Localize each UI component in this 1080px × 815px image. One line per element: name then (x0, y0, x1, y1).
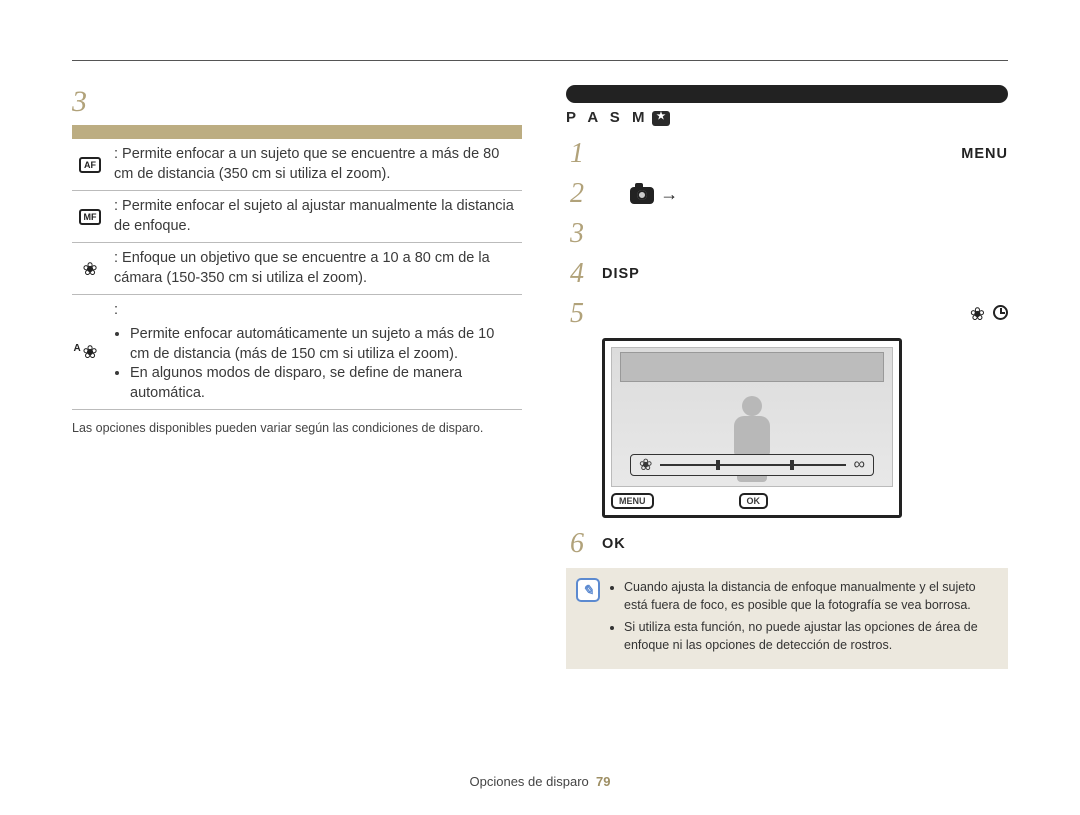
bullet: Permite enfocar automáticamente un sujet… (130, 325, 516, 364)
row-text-pre: : (114, 302, 118, 318)
table-row: MF : Permite enfocar el sujeto al ajusta… (72, 191, 522, 243)
columns: 3 AF : Permite enfocar a un sujeto que s… (72, 85, 1008, 669)
bullet: En algunos modos de disparo, se define d… (130, 364, 516, 403)
tulip-icon: ❀ (970, 304, 985, 324)
row-icon-af: AF (72, 139, 108, 191)
step-content: DISP (602, 266, 1008, 282)
info-list: Cuando ajusta la distancia de enfoque ma… (610, 578, 998, 659)
table-row: ❀ : Enfoque un objetivo que se encuentre… (72, 243, 522, 295)
step: 6 OK (566, 528, 1008, 560)
footer-page: 79 (596, 774, 610, 789)
auto-tulip-icon: ❀A (82, 340, 97, 364)
row-icon-mf: MF (72, 191, 108, 243)
slider-left-glyph: ❀ (639, 455, 652, 475)
menu-label: MENU (961, 146, 1008, 162)
lcd-screen: ❀ ∞ (611, 347, 893, 487)
info-icon: ✎ (576, 578, 600, 602)
camera-icon (630, 187, 654, 204)
step-num: 1 (566, 138, 588, 170)
star-mode-icon (652, 111, 670, 126)
footer-section: Opciones de disparo (470, 774, 589, 789)
slider-right-glyph: ∞ (854, 456, 865, 474)
mode-letters: P A S M (566, 109, 648, 126)
section-pill (566, 85, 1008, 103)
slider-knob (790, 460, 794, 470)
left-column: 3 AF : Permite enfocar a un sujeto que s… (72, 85, 522, 669)
row-text: : Permite enfocar el sujeto al ajustar m… (108, 191, 522, 243)
step-num: 5 (566, 298, 588, 330)
info-item: Cuando ajusta la distancia de enfoque ma… (624, 578, 998, 614)
row-text: : Permite enfocar automáticamente un suj… (108, 295, 522, 410)
row-icon-macro: ❀ (72, 243, 108, 295)
steps-list: 1 MENU 2 → 3 (566, 138, 1008, 330)
left-footnote: Las opciones disponibles pueden variar s… (72, 420, 522, 437)
row-text: : Enfoque un objetivo que se encuentre a… (108, 243, 522, 295)
info-item: Si utiliza esta función, no puede ajusta… (624, 618, 998, 654)
info-note-box: ✎ Cuando ajusta la distancia de enfoque … (566, 568, 1008, 669)
top-rule (72, 60, 1008, 61)
lcd-ok-btn: OK (739, 493, 769, 509)
table-row: ❀A : Permite enfocar automáticamente un … (72, 295, 522, 410)
step-num: 4 (566, 258, 588, 290)
step: 5 ❀ (566, 298, 1008, 330)
arrow-icon: → (660, 184, 678, 205)
timer-icon (993, 305, 1008, 320)
tulip-icon: ❀ (82, 257, 97, 281)
lcd-button-row: MENU OK (611, 493, 893, 509)
step: 3 (566, 218, 1008, 250)
lcd-top-bar (620, 352, 884, 382)
page: 3 AF : Permite enfocar a un sujeto que s… (72, 60, 1008, 669)
mode-row: P A S M (566, 109, 1008, 126)
af-icon: AF (79, 157, 101, 173)
slider-knob (716, 460, 720, 470)
lcd-figure: ❀ ∞ MENU OK (602, 338, 902, 518)
step-number: 3 (72, 85, 522, 119)
lcd-menu-btn: MENU (611, 493, 654, 509)
step-num: 6 (566, 528, 588, 560)
right-column: P A S M 1 MENU 2 → (566, 85, 1008, 669)
row-text: : Permite enfocar a un sujeto que se enc… (108, 139, 522, 191)
page-footer: Opciones de disparo 79 (0, 774, 1080, 789)
step: 2 → (566, 178, 1008, 210)
step-content: → (602, 184, 1008, 205)
lcd-slider: ❀ ∞ (630, 454, 874, 476)
steps-list-cont: 6 OK (566, 528, 1008, 560)
ok-label: OK (602, 536, 626, 552)
table-header-row (72, 125, 522, 139)
row-bullets: Permite enfocar automáticamente un sujet… (114, 325, 516, 403)
step-num: 2 (566, 178, 588, 210)
row-icon-auto-macro: ❀A (72, 295, 108, 410)
step-content: ❀ (602, 304, 1008, 325)
options-table: AF : Permite enfocar a un sujeto que se … (72, 125, 522, 410)
step-content: MENU (602, 146, 1008, 162)
mf-icon: MF (79, 209, 101, 225)
step-num: 3 (566, 218, 588, 250)
disp-label: DISP (602, 266, 640, 282)
step: 1 MENU (566, 138, 1008, 170)
slider-track (660, 464, 845, 466)
step: 4 DISP (566, 258, 1008, 290)
table-row: AF : Permite enfocar a un sujeto que se … (72, 139, 522, 191)
step-content: OK (602, 536, 1008, 552)
